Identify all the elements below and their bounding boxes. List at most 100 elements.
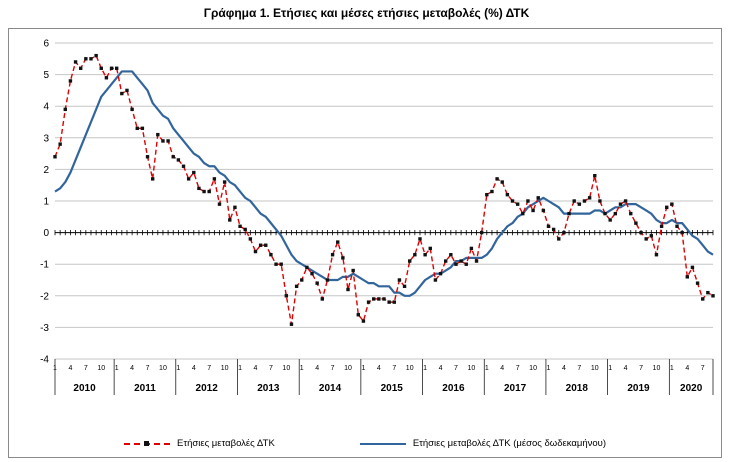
series-annual-marker bbox=[680, 230, 684, 235]
series-annual-marker bbox=[598, 199, 602, 203]
series-annual-marker bbox=[269, 253, 273, 257]
x-axis-month-label: 10 bbox=[221, 365, 229, 372]
series-annual-marker bbox=[654, 253, 659, 257]
series-annual-marker bbox=[515, 202, 520, 206]
series-annual-marker bbox=[397, 278, 402, 282]
x-axis-month-label: 10 bbox=[282, 365, 290, 372]
series-annual-marker bbox=[114, 66, 119, 70]
series-annual-marker bbox=[659, 224, 664, 228]
series-annual-marker bbox=[423, 253, 427, 257]
x-axis-month-label: 10 bbox=[406, 365, 414, 372]
series-annual-marker bbox=[284, 294, 289, 298]
x-axis-month-label: 1 bbox=[608, 365, 612, 372]
series-annual-marker bbox=[433, 278, 438, 282]
y-axis-tick-label: 2 bbox=[43, 165, 49, 176]
series-annual-marker bbox=[695, 281, 700, 285]
series-annual-marker bbox=[320, 297, 325, 301]
series-annual-marker bbox=[171, 155, 175, 159]
series-annual-marker bbox=[325, 278, 330, 282]
y-axis-tick-label: 6 bbox=[43, 39, 49, 50]
series-annual-marker bbox=[330, 253, 335, 257]
series-annual-marker bbox=[217, 202, 222, 206]
x-axis-month-label: 7 bbox=[207, 365, 211, 372]
series-annual-marker bbox=[161, 139, 165, 143]
series-annual-marker bbox=[382, 297, 386, 301]
legend-blue-solid-line-icon bbox=[359, 442, 406, 445]
y-axis-tick-label: -1 bbox=[40, 260, 49, 271]
x-axis-month-label: 10 bbox=[159, 365, 167, 372]
series-annual-marker bbox=[639, 230, 643, 235]
series-annual-marker bbox=[402, 284, 407, 289]
series-annual-marker bbox=[156, 132, 160, 137]
series-annual-marker bbox=[315, 281, 319, 285]
series-annual-marker bbox=[89, 57, 93, 61]
series-annual-marker bbox=[413, 253, 417, 257]
series-annual-marker bbox=[459, 259, 463, 263]
series-annual-marker bbox=[258, 243, 263, 247]
x-axis-month-label: 4 bbox=[377, 365, 381, 372]
x-axis-month-label: 7 bbox=[146, 365, 150, 372]
series-annual-marker bbox=[706, 290, 710, 295]
series-annual-marker bbox=[264, 243, 268, 247]
series-annual-marker bbox=[531, 208, 535, 213]
series-annual-marker bbox=[618, 202, 623, 206]
y-axis-tick-label: -2 bbox=[40, 291, 49, 302]
series-annual-marker bbox=[418, 237, 422, 241]
series-annual-marker bbox=[84, 57, 88, 61]
legend-label-annual: Ετήσιες μεταβολές ΔΤΚ bbox=[177, 438, 275, 449]
x-axis-year-label: 2018 bbox=[566, 383, 589, 394]
series-annual-marker bbox=[274, 262, 278, 266]
y-axis-tick-label: 5 bbox=[43, 70, 49, 81]
series-annual-marker bbox=[140, 126, 145, 131]
series-annual-marker bbox=[104, 76, 109, 80]
x-axis-month-label: 1 bbox=[670, 365, 674, 372]
series-annual-marker bbox=[490, 189, 494, 194]
series-annual-marker bbox=[443, 259, 448, 263]
series-annual-marker bbox=[310, 271, 314, 276]
series-annual-marker bbox=[603, 211, 607, 216]
x-axis-month-label: 4 bbox=[254, 365, 258, 372]
x-axis-month-label: 4 bbox=[315, 365, 319, 372]
x-axis-month-label: 4 bbox=[562, 365, 566, 372]
series-annual-marker bbox=[125, 88, 129, 93]
series-annual-marker bbox=[500, 180, 504, 184]
series-annual-marker bbox=[192, 170, 196, 175]
series-annual-marker bbox=[68, 79, 73, 83]
series-annual-marker bbox=[253, 249, 258, 254]
y-axis-tick-label: 0 bbox=[43, 228, 49, 239]
x-axis-year-label: 2014 bbox=[319, 383, 342, 394]
x-axis-year-label: 2012 bbox=[196, 383, 219, 394]
x-axis-year-label: 2010 bbox=[73, 383, 96, 394]
x-axis-year-label: 2019 bbox=[627, 383, 650, 394]
series-annual-marker bbox=[150, 177, 155, 181]
series-annual-marker bbox=[341, 256, 345, 260]
x-axis-month-label: 7 bbox=[577, 365, 581, 372]
x-axis-month-label: 7 bbox=[516, 365, 520, 372]
series-annual-marker bbox=[130, 107, 134, 112]
series-annual-marker bbox=[587, 196, 592, 200]
series-annual-marker bbox=[387, 300, 391, 304]
x-axis-month-label: 10 bbox=[529, 365, 537, 372]
chart-title: Γράφημα 1. Ετήσιες και μέσες ετήσιες μετ… bbox=[203, 6, 530, 20]
series-annual-marker bbox=[485, 192, 489, 197]
series-annual-marker bbox=[99, 66, 103, 70]
series-annual-marker bbox=[690, 265, 695, 270]
series-annual-marker bbox=[567, 211, 571, 216]
series-annual-marker bbox=[701, 297, 705, 301]
y-axis-tick-label: -3 bbox=[40, 323, 49, 334]
series-annual-marker bbox=[53, 155, 57, 159]
series-annual-marker bbox=[510, 199, 515, 203]
y-axis-tick-label: 3 bbox=[43, 133, 49, 144]
x-axis-month-label: 1 bbox=[423, 365, 427, 372]
x-axis-month-label: 4 bbox=[439, 365, 443, 372]
y-axis-tick-label: 1 bbox=[43, 197, 49, 208]
series-annual-marker bbox=[145, 155, 150, 159]
series-annual-marker bbox=[58, 142, 62, 146]
x-axis-month-label: 1 bbox=[547, 365, 551, 372]
series-annual-marker bbox=[649, 234, 654, 238]
x-axis-month-label: 10 bbox=[591, 365, 599, 372]
x-axis-year-label: 2016 bbox=[442, 383, 465, 394]
series-annual-marker bbox=[186, 177, 191, 181]
series-annual-marker bbox=[248, 237, 253, 241]
legend-red-dashed-line-icon bbox=[124, 441, 170, 446]
